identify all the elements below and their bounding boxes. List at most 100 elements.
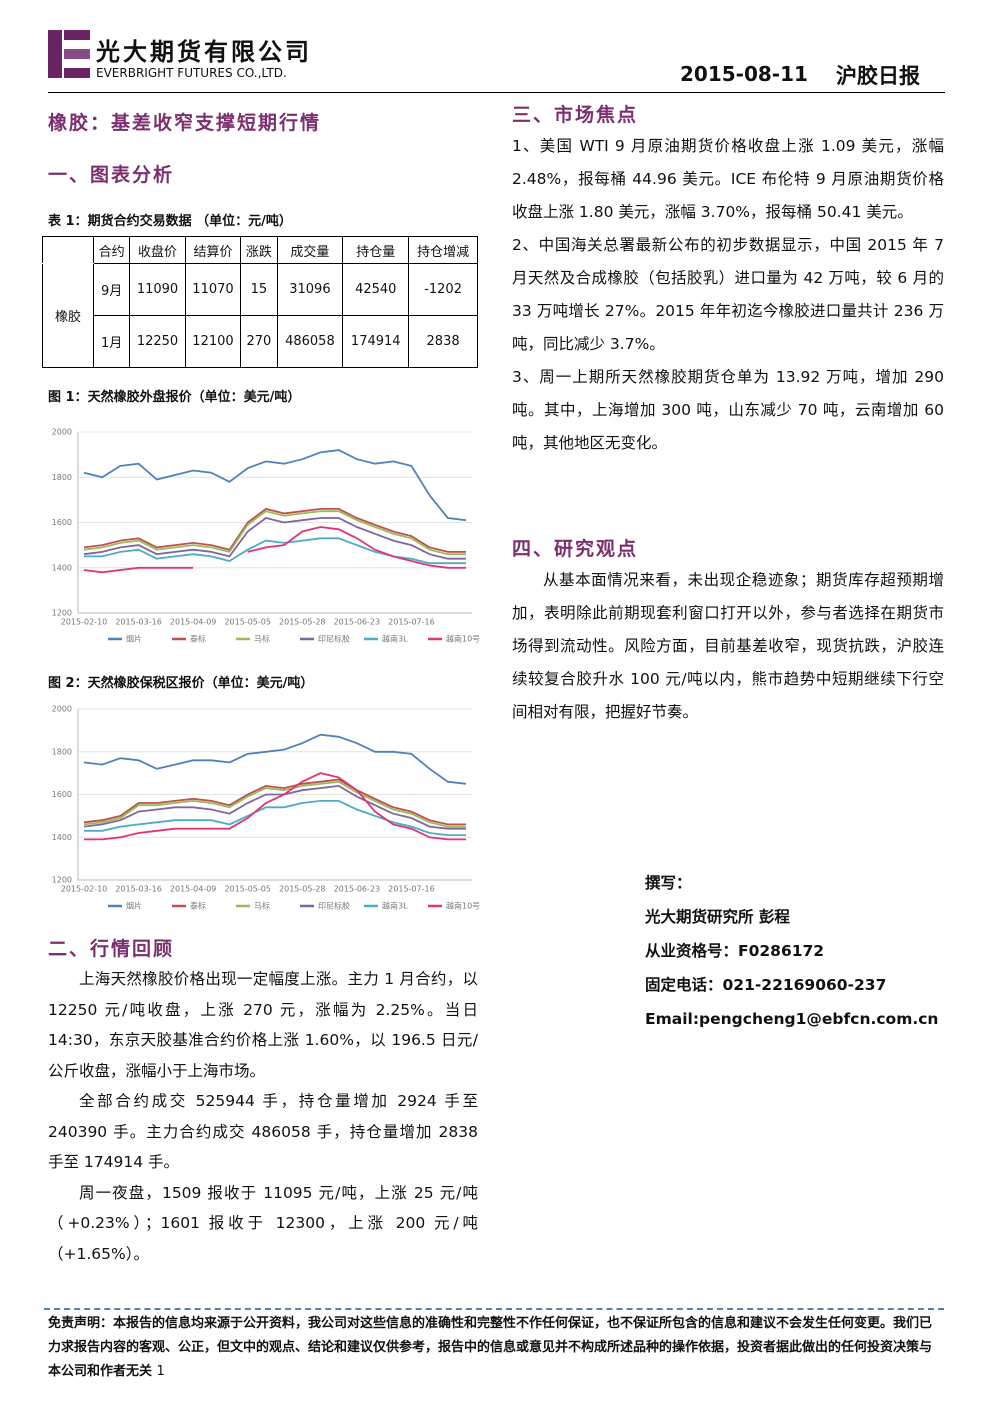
cell: 9月 (92, 263, 131, 316)
author-line: 固定电话：021-22169060-237 (645, 976, 887, 994)
series-line (84, 800, 466, 836)
legend-label: 烟片 (126, 901, 142, 911)
legend-label: 越南3L (382, 634, 408, 644)
author-line: Email:pengcheng1@ebfcn.com.cn (645, 1010, 939, 1028)
paragraph: 上海天然橡胶价格出现一定幅度上涨。主力 1 月合约，以 12250 元/吨收盘，… (48, 970, 478, 1080)
data-table: 合约 收盘价 结算价 涨跌 成交量 持仓量 持仓增减 橡胶 9月 11090 11070 15 310… (42, 236, 478, 368)
th: 成交量 (276, 236, 344, 264)
x-tick-label: 2015-03-16 (115, 618, 162, 627)
cell: 11090 (129, 263, 186, 316)
cell: 270 (240, 315, 278, 368)
th: 结算价 (184, 236, 242, 264)
logo (48, 30, 90, 78)
page-number: 1 (156, 1364, 165, 1379)
cell: 2838 (408, 315, 478, 368)
x-tick-label: 2015-04-09 (170, 618, 217, 627)
series-line (84, 772, 466, 841)
x-tick-label: 2015-07-16 (388, 885, 435, 894)
th: 收盘价 (129, 236, 186, 264)
paragraph: 3、周一上期所天然橡胶期货仓单为 13.92 万吨，增加 290 吨。其中，上海… (512, 368, 944, 452)
y-tick-label: 1800 (52, 473, 72, 482)
cell: 11070 (184, 263, 242, 316)
x-tick-label: 2015-03-16 (115, 885, 162, 894)
x-tick-label: 2015-05-28 (279, 885, 326, 894)
legend-label: 印尼标胶 (318, 901, 350, 911)
paragraph: 全部合约成交 525944 手，持仓量增加 2924 手至 240390 手。主… (48, 1092, 478, 1171)
paragraph: 周一夜盘，1509 报收于 11095 元/吨，上涨 25 元/吨（+0.23%… (48, 1183, 478, 1263)
series-line (83, 780, 466, 828)
section-heading: 一、图表分析 (48, 164, 175, 186)
cell: 15 (240, 263, 278, 316)
author-line: 撰写： (645, 874, 692, 892)
series-line (83, 517, 466, 560)
table-caption: 表 1：期货合约交易数据 （单位：元/吨） (48, 214, 292, 229)
author: 撰写： 光大期货研究所 彭程 从业资格号：F0286172 固定电话：021-2… (645, 866, 938, 1036)
disclaimer-text: 免责声明：本报告的信息均来源于公开资料，我公司对这些信息的准确性和完整性不作任何… (48, 1316, 933, 1379)
cell: 42540 (342, 263, 410, 316)
paragraph: 2、中国海关总署最新公布的初步数据显示，中国 2015 年 7 月天然及合成橡胶… (512, 236, 944, 353)
legend-label: 越南10号 (446, 634, 480, 644)
footer-rule (44, 1308, 944, 1310)
x-tick-label: 2015-07-16 (388, 618, 435, 627)
disclaimer: 免责声明：本报告的信息均来源于公开资料，我公司对这些信息的准确性和完整性不作任何… (48, 1312, 943, 1384)
series-line (83, 778, 466, 826)
company-cn: 光大期货有限公司 (96, 38, 312, 66)
figure-caption: 图 1：天然橡胶外盘报价（单位：美元/吨） (48, 390, 301, 405)
y-tick-label: 1400 (52, 563, 72, 572)
th: 持仓量 (342, 236, 410, 264)
cell: 31096 (276, 263, 344, 316)
legend-label: 印尼标胶 (318, 634, 350, 644)
author-line: 从业资格号：F0286172 (645, 942, 825, 960)
x-tick-label: 2015-02-10 (61, 618, 108, 627)
series-line (83, 733, 467, 785)
y-tick-label: 1200 (52, 876, 72, 885)
header-rule (48, 92, 945, 93)
legend-label: 马标 (254, 634, 270, 644)
legend-label: 越南10号 (446, 901, 480, 911)
review: 上海天然橡胶价格出现一定幅度上涨。主力 1 月合约，以 12250 元/吨收盘，… (48, 964, 478, 1269)
cell: 1月 (92, 315, 131, 368)
legend-label: 泰标 (190, 901, 206, 911)
paragraph: 从基本面情况来看，未出现企稳迹象；期货库存超预期增加，表明除此前期现套利窗口打开… (512, 571, 944, 721)
cell: -1202 (408, 263, 478, 316)
series-line (84, 537, 466, 565)
y-tick-label: 2000 (52, 428, 72, 437)
x-tick-label: 2015-05-05 (224, 618, 271, 627)
report-date: 2015-08-11 (680, 62, 808, 86)
legend-label: 泰标 (190, 634, 206, 644)
x-tick-label: 2015-02-10 (61, 885, 108, 894)
chart: 1200 1400 1600 1800 2000 2015-02-10 2015-03-16… (52, 705, 480, 911)
legend-label: 越南3L (382, 901, 408, 911)
th: 持仓增减 (408, 236, 478, 264)
cell: 12100 (184, 315, 242, 368)
section-heading: 二、行情回顾 (48, 938, 175, 960)
y-tick-label: 1600 (52, 518, 72, 527)
x-tick-label: 2015-04-09 (170, 885, 217, 894)
chart: 1200 1400 1600 1800 2000 2015-02-10 2015-03-16… (52, 428, 480, 644)
x-tick-label: 2015-06-23 (334, 885, 381, 894)
series-line (83, 507, 466, 553)
doc-title: 橡胶：基差收窄支撑短期行情 (48, 112, 322, 134)
cell: 12250 (129, 315, 186, 368)
x-tick-label: 2015-05-05 (224, 885, 271, 894)
series-line (83, 526, 466, 574)
legend-label: 马标 (254, 901, 270, 911)
y-tick-label: 1600 (52, 790, 72, 799)
series-line (83, 449, 467, 522)
series-line (83, 510, 466, 556)
th: 涨跌 (240, 236, 278, 264)
section-heading: 三、市场焦点 (512, 104, 639, 126)
cell: 486058 (276, 315, 344, 368)
group: 橡胶 (42, 263, 94, 368)
legend-label: 烟片 (126, 634, 142, 644)
focus: 1、美国 WTI 9 月原油期货价格收盘上涨 1.09 美元，涨幅 2.48%，… (512, 130, 944, 460)
y-tick-label: 1800 (52, 747, 72, 756)
figure-caption: 图 2：天然橡胶保税区报价（单位：美元/吨） (48, 676, 314, 691)
series-line (83, 784, 466, 830)
x-tick-label: 2015-05-28 (279, 618, 326, 627)
cell: 174914 (342, 315, 410, 368)
y-tick-label: 1400 (52, 833, 72, 842)
report-type: 沪胶日报 (836, 64, 920, 88)
y-tick-label: 2000 (52, 705, 72, 714)
y-tick-label: 1200 (52, 609, 72, 618)
